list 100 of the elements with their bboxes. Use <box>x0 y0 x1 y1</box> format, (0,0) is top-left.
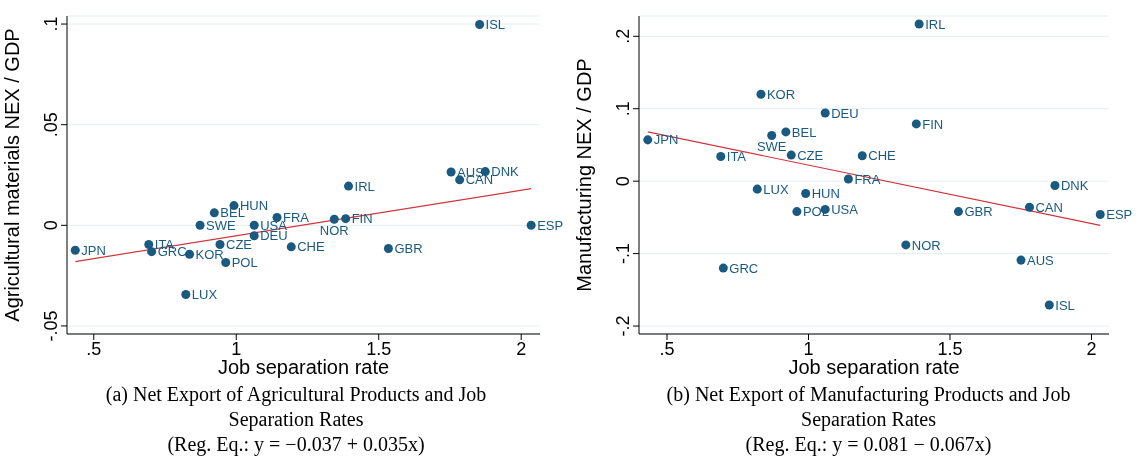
annotation: ESP <box>1106 207 1133 223</box>
point <box>272 212 282 222</box>
annotation: IRL <box>354 178 375 194</box>
annotation: GRC <box>729 260 759 276</box>
x-tick-label: 1.5 <box>937 338 963 359</box>
point <box>383 243 393 253</box>
point <box>1024 202 1034 212</box>
point <box>857 151 867 161</box>
annotation: USA <box>831 202 859 218</box>
point <box>914 19 924 29</box>
text: (Reg. Eq.: y = −0.037 + 0.035x) <box>166 432 426 457</box>
point <box>843 174 853 184</box>
y-tick-label: .1 <box>41 16 61 32</box>
point <box>820 108 830 118</box>
annotation: NOR <box>911 237 941 253</box>
annotation: DNK <box>1060 178 1089 194</box>
point <box>718 263 728 273</box>
x-tick-label: .5 <box>659 338 675 359</box>
x-tick-label: 2 <box>516 338 527 359</box>
point <box>286 242 296 252</box>
point <box>70 245 80 255</box>
point <box>446 167 456 177</box>
annotation: HUN <box>811 186 840 202</box>
point <box>1016 255 1026 265</box>
point <box>716 152 726 162</box>
point <box>341 214 351 224</box>
annotation: LUX <box>763 181 789 197</box>
x-axis-title: Job separation rate <box>217 356 390 378</box>
y-tick-label: -.1 <box>613 243 633 265</box>
y-tick-label: -.2 <box>613 315 633 337</box>
point <box>209 208 219 218</box>
y-tick-label: 0 <box>613 176 633 187</box>
point <box>181 290 191 300</box>
annotation: CZE <box>797 147 824 163</box>
point <box>756 89 766 99</box>
point <box>526 220 536 230</box>
point <box>767 131 777 141</box>
annotation: GBR <box>964 204 993 220</box>
annotation: IRL <box>925 16 946 32</box>
annotation: NOR <box>319 222 349 238</box>
point <box>249 231 259 241</box>
annotation: ISL <box>485 17 506 33</box>
point <box>185 249 195 259</box>
annotation: GBR <box>394 241 423 257</box>
text: (Reg. Eq.: y = 0.081 − 0.067x) <box>744 432 993 457</box>
point <box>1095 209 1105 219</box>
x-axis-title: Job separation rate <box>788 356 960 378</box>
annotation: DEU <box>831 105 859 121</box>
text: (b) Net Export of Manufacturing Products and Job Separation Rates <box>665 382 1072 432</box>
annotation: AUS <box>1027 252 1055 268</box>
point <box>215 239 225 249</box>
annotation: DNK <box>491 164 520 180</box>
text: (a) Net Export of Agricultural Products and Job Separation Rates <box>104 382 488 432</box>
y-axis-title: Agricultural materials NEX / GDP <box>1 28 24 322</box>
point <box>792 207 802 217</box>
annotation: LUX <box>191 287 218 303</box>
y-tick-label: .1 <box>613 101 633 117</box>
point <box>1044 300 1054 310</box>
annotation: POL <box>231 255 258 271</box>
x-tick-label: 2 <box>1086 338 1097 359</box>
point <box>752 184 762 194</box>
annotation: ISL <box>1055 297 1075 313</box>
y-tick-label: .2 <box>613 28 633 44</box>
point <box>801 188 811 198</box>
point <box>786 150 796 160</box>
point <box>781 127 791 137</box>
y-tick-label: 0 <box>41 220 61 231</box>
x-tick-label: 1.5 <box>366 338 392 359</box>
x-tick-label: 1 <box>231 338 242 359</box>
annotation: SWE <box>756 138 787 154</box>
annotation: JPN <box>81 242 106 258</box>
x-tick-label: .5 <box>86 338 102 359</box>
annotation: CAN <box>1035 199 1063 215</box>
annotation: KOR <box>195 246 224 262</box>
point <box>475 19 485 29</box>
annotation: BEL <box>791 124 817 140</box>
point <box>147 247 157 257</box>
point <box>1050 181 1060 191</box>
y-axis-title: Manufacturing NEX / GDP <box>573 58 596 292</box>
point <box>249 220 259 230</box>
y-tick-label: -.05 <box>41 310 61 342</box>
point <box>344 181 354 191</box>
annotation: ESP <box>537 217 564 233</box>
annotation: JPN <box>653 132 679 148</box>
annotation: FIN <box>351 211 373 227</box>
y-tick-label: .05 <box>41 112 61 138</box>
annotation: FIN <box>922 116 944 132</box>
point <box>221 258 231 268</box>
annotation: KOR <box>766 86 796 102</box>
annotation: FRA <box>854 171 881 187</box>
point <box>911 119 921 129</box>
point <box>901 240 911 250</box>
annotation: SWE <box>206 217 237 233</box>
point <box>329 214 339 224</box>
annotation: CZE <box>226 237 253 253</box>
point <box>195 220 205 230</box>
point <box>953 207 963 217</box>
x-tick-label: 1 <box>803 338 814 359</box>
point <box>643 135 653 145</box>
annotation: CHE <box>297 239 326 255</box>
